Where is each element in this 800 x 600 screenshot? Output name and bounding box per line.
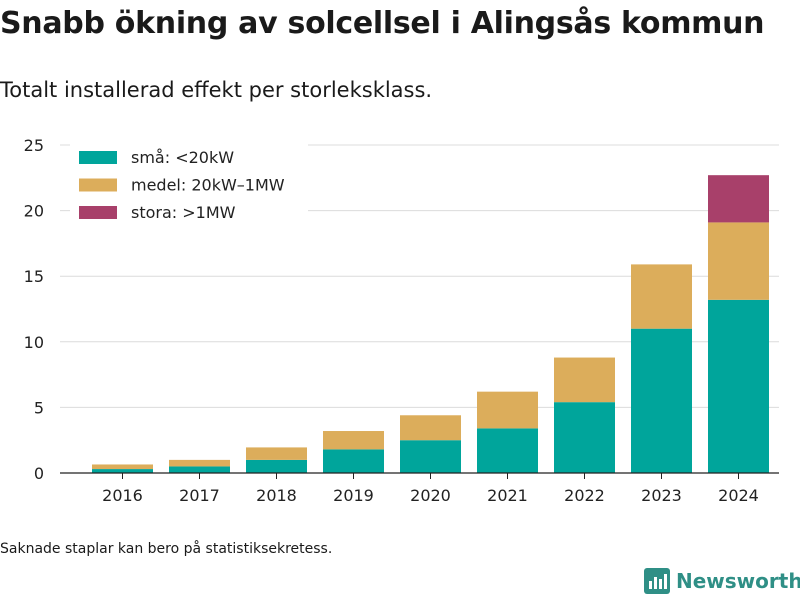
y-axis-ticks: 0 5 10 15 20 25 <box>24 136 44 483</box>
legend-label: stora: >1MW <box>131 203 236 222</box>
bar-segment <box>400 440 461 473</box>
x-tick-label: 2023 <box>641 486 682 505</box>
legend: små: <20kW medel: 20kW–1MW stora: >1MW <box>70 143 308 227</box>
x-tick-label: 2022 <box>564 486 605 505</box>
legend-swatch <box>79 151 117 164</box>
chart-title: Snabb ökning av solcellsel i Alingsås ko… <box>0 6 765 41</box>
bar-segment <box>323 449 384 473</box>
x-tick-label: 2021 <box>487 486 528 505</box>
y-tick-label: 10 <box>24 333 44 352</box>
chart-subtitle: Totalt installerad effekt per storlekskl… <box>0 78 433 102</box>
legend-swatch <box>79 206 117 219</box>
brand-name: Newsworthy <box>676 569 800 593</box>
x-tick-label: 2019 <box>333 486 374 505</box>
bar-segment <box>169 459 230 467</box>
bar-segment <box>631 264 692 329</box>
bar-segment <box>708 222 769 300</box>
y-tick-label: 20 <box>24 202 44 221</box>
bar-segment <box>92 469 153 473</box>
bar-segment <box>708 175 769 223</box>
legend-label: medel: 20kW–1MW <box>131 176 285 195</box>
bar-segment <box>477 391 538 429</box>
bar-segment <box>554 402 615 473</box>
x-axis-ticks: 2016 2017 2018 2019 2020 2021 2022 2023 2024 <box>60 472 779 505</box>
y-tick-label: 15 <box>24 267 44 286</box>
bars <box>92 175 769 473</box>
bar-segment <box>169 466 230 473</box>
y-tick-label: 5 <box>34 398 44 417</box>
bar-segment <box>708 299 769 473</box>
x-tick-label: 2024 <box>718 486 759 505</box>
bar-segment <box>400 415 461 441</box>
bar-segment <box>323 431 384 450</box>
brand-logo[interactable]: Newsworthy <box>644 568 800 594</box>
bar-segment <box>246 459 307 473</box>
bar-chart-logo-icon <box>644 568 670 594</box>
footnote: Saknade staplar kan bero på statistiksek… <box>0 541 333 557</box>
bar-segment <box>246 447 307 460</box>
x-tick-label: 2018 <box>256 486 297 505</box>
legend-swatch <box>79 178 117 192</box>
bar-segment <box>631 328 692 473</box>
legend-label: små: <20kW <box>131 148 234 167</box>
x-tick-label: 2016 <box>102 486 143 505</box>
x-tick-label: 2020 <box>410 486 451 505</box>
bar-segment <box>554 357 615 403</box>
bar-segment <box>477 428 538 473</box>
bar-segment <box>92 464 153 470</box>
y-tick-label: 25 <box>24 136 44 155</box>
y-tick-label: 0 <box>34 464 44 483</box>
x-tick-label: 2017 <box>179 486 220 505</box>
